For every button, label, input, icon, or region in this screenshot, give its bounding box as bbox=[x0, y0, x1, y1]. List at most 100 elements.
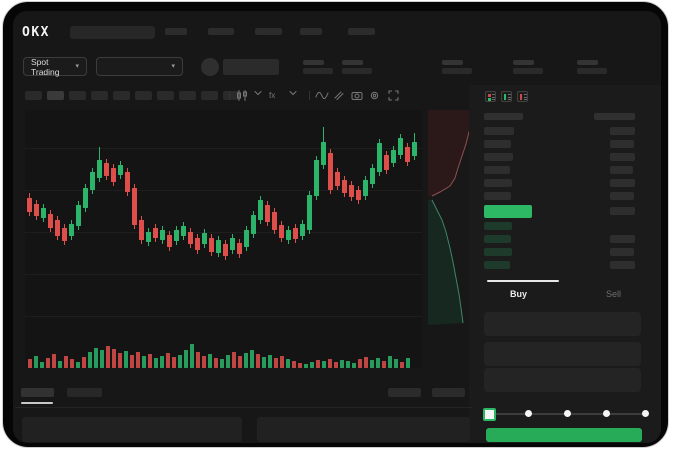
bottom-action-1[interactable] bbox=[388, 388, 421, 397]
volume-bar bbox=[82, 357, 86, 368]
total-input[interactable] bbox=[484, 368, 641, 392]
timeframe-button-4[interactable] bbox=[91, 91, 108, 100]
divider bbox=[229, 91, 230, 100]
tab-sell[interactable]: Sell bbox=[566, 282, 661, 306]
bottom-action-2[interactable] bbox=[432, 388, 465, 397]
slider-stop[interactable] bbox=[602, 410, 610, 417]
volume-bar bbox=[268, 355, 272, 368]
timeframe-button-2[interactable] bbox=[47, 91, 64, 100]
volume-bar bbox=[46, 358, 50, 368]
candle-body bbox=[104, 163, 109, 176]
timeframe-button-5[interactable] bbox=[113, 91, 130, 100]
volume-bars bbox=[25, 340, 422, 368]
slider-handle[interactable] bbox=[483, 408, 496, 421]
candle-body bbox=[377, 143, 382, 172]
slider-stop[interactable] bbox=[641, 410, 649, 417]
bottom-tab-2[interactable] bbox=[67, 388, 102, 397]
volume-bar bbox=[142, 356, 146, 368]
volume-bar bbox=[310, 362, 314, 368]
svg-text:fx: fx bbox=[269, 91, 275, 100]
volume-bar bbox=[58, 361, 62, 368]
price-input[interactable] bbox=[484, 312, 641, 336]
candle-body bbox=[237, 243, 242, 254]
nav-item-1[interactable] bbox=[165, 28, 187, 35]
timeframe-button-7[interactable] bbox=[157, 91, 174, 100]
volume-bar bbox=[52, 354, 56, 368]
candles-icon[interactable] bbox=[235, 90, 249, 101]
timeframe-button-9[interactable] bbox=[201, 91, 218, 100]
stat-value-placeholder bbox=[513, 68, 543, 74]
candle-body bbox=[230, 238, 235, 250]
volume-bar bbox=[160, 356, 164, 368]
combined-book-icon[interactable] bbox=[485, 91, 496, 102]
coin-avatar bbox=[201, 58, 219, 76]
volume-bar bbox=[232, 352, 236, 368]
candle-body bbox=[209, 238, 214, 252]
candle-body bbox=[244, 230, 249, 247]
tab-buy[interactable]: Buy bbox=[471, 282, 566, 306]
stat-label-placeholder bbox=[303, 60, 324, 65]
candle-body bbox=[118, 165, 123, 175]
nav-item-4[interactable] bbox=[300, 28, 322, 35]
camera-icon[interactable] bbox=[351, 90, 363, 100]
bottom-box-1[interactable] bbox=[22, 417, 242, 442]
line bbox=[492, 94, 495, 95]
volume-bar bbox=[256, 354, 260, 368]
timeframe-button-10[interactable] bbox=[223, 91, 240, 100]
ask-amount-bar bbox=[610, 166, 633, 174]
bottom-tab-1[interactable] bbox=[21, 388, 54, 397]
chevron-down-icon[interactable] bbox=[289, 90, 297, 96]
volume-bar bbox=[274, 358, 278, 368]
buy-submit-button[interactable] bbox=[486, 428, 642, 442]
ask-price-bar bbox=[484, 140, 511, 148]
candle-body bbox=[293, 228, 298, 239]
chevron-down-icon[interactable] bbox=[254, 90, 262, 96]
settings-gear-icon[interactable] bbox=[369, 90, 380, 101]
orderbook-header-amount bbox=[594, 113, 635, 120]
candle-body bbox=[405, 147, 410, 162]
bids-book-icon[interactable] bbox=[501, 91, 512, 102]
candle-body bbox=[307, 195, 312, 230]
search-input[interactable] bbox=[70, 26, 155, 39]
bid-price-bar bbox=[484, 235, 511, 243]
candle-body bbox=[412, 142, 417, 156]
pair-dropdown[interactable]: ▾ bbox=[96, 57, 183, 76]
volume-bar bbox=[328, 359, 332, 368]
nav-item-5[interactable] bbox=[348, 28, 375, 35]
ask-amount-bar bbox=[610, 179, 635, 187]
volume-bar bbox=[148, 354, 152, 368]
volume-bar bbox=[292, 361, 296, 368]
bottom-box-2[interactable] bbox=[257, 417, 470, 442]
gridline bbox=[25, 274, 422, 275]
slider-stop[interactable] bbox=[563, 410, 571, 417]
candle-body bbox=[139, 220, 144, 240]
line-tool-icon[interactable] bbox=[315, 90, 329, 100]
candlestick-chart[interactable] bbox=[25, 110, 422, 368]
orderbook-header-price bbox=[484, 113, 523, 120]
market-type-label: Spot Trading bbox=[31, 56, 60, 77]
volume-bar bbox=[166, 353, 170, 368]
volume-bar bbox=[286, 359, 290, 368]
volume-bar bbox=[100, 350, 104, 368]
timeframe-button-3[interactable] bbox=[69, 91, 86, 100]
indicators-fx-icon[interactable]: fx bbox=[268, 90, 282, 100]
ask-amount-bar bbox=[610, 140, 634, 148]
market-type-dropdown[interactable]: Spot Trading ▾ bbox=[23, 56, 87, 77]
pair-name-placeholder bbox=[223, 59, 279, 75]
volume-bar bbox=[172, 357, 176, 368]
fullscreen-icon[interactable] bbox=[388, 90, 399, 101]
slider-stop[interactable] bbox=[524, 410, 532, 417]
timeframe-button-6[interactable] bbox=[135, 91, 152, 100]
side-bar bbox=[519, 93, 522, 100]
nav-item-3[interactable] bbox=[255, 28, 282, 35]
timeframe-button-1[interactable] bbox=[25, 91, 42, 100]
volume-bar bbox=[70, 359, 74, 368]
last-price-amount-bar bbox=[610, 207, 635, 215]
candle-body bbox=[48, 214, 53, 228]
candle-body bbox=[76, 205, 81, 226]
draw-pencil-icon[interactable] bbox=[333, 90, 344, 100]
timeframe-button-8[interactable] bbox=[179, 91, 196, 100]
asks-book-icon[interactable] bbox=[517, 91, 528, 102]
amount-input[interactable] bbox=[484, 342, 641, 366]
nav-item-2[interactable] bbox=[208, 28, 234, 35]
